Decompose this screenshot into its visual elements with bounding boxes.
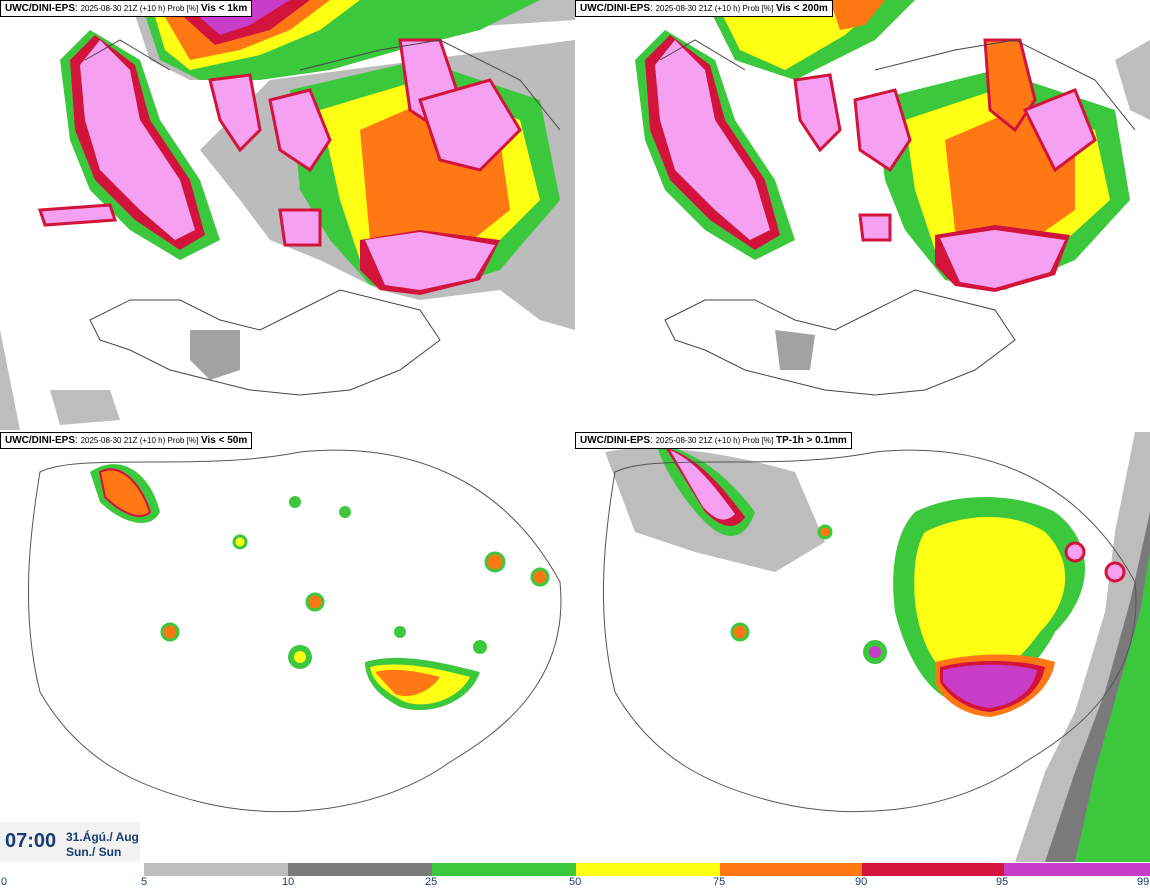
map-vis-200m [635,0,1150,396]
colorbar-tick-50: 50 [569,876,582,888]
colorbar-segment-3 [432,863,576,876]
colorbar-tick-99: 99 [1137,876,1150,888]
colorbar-tick-95: 95 [996,876,1009,888]
panel-title: UWC/DINI-EPS: 2025-08-30 21Z (+10 h) Pro… [575,432,852,449]
valid-date-line1: 31.Ágú./ Aug [66,830,139,844]
colorbar-segment-4 [576,863,720,876]
colorbar-segment-6 [862,863,1004,876]
panel-title: UWC/DINI-EPS: 2025-08-30 21Z (+10 h) Pro… [0,432,253,449]
valid-date-line2: Sun./ Sun [66,845,122,859]
colorbar-segment-1 [144,863,288,876]
panel-title: UWC/DINI-EPS: 2025-08-30 21Z (+10 h) Pro… [0,0,253,17]
colorbar-tick-5: 5 [141,876,148,888]
colorbar-segment-2 [288,863,432,876]
colorbar-segment-7 [1004,863,1150,876]
map-vis-50m [27,449,562,813]
map-panel-vis-1km: UWC/DINI-EPS: 2025-08-30 21Z (+10 h) Pro… [0,0,575,430]
map-panel-tp-1h: UWC/DINI-EPS: 2025-08-30 21Z (+10 h) Pro… [575,432,1150,862]
map-vis-1km [0,0,575,430]
valid-time-box: 07:00 31.Ágú./ Aug Sun./ Sun [0,822,140,862]
panel-title: UWC/DINI-EPS: 2025-08-30 21Z (+10 h) Pro… [575,0,833,17]
colorbar-tick-10: 10 [282,876,295,888]
colorbar-tick-75: 75 [713,876,726,888]
colorbar-tick-90: 90 [855,876,868,888]
colorbar-tick-25: 25 [425,876,438,888]
valid-time: 07:00 [5,830,57,852]
colorbar-tick-0: 0 [1,876,8,888]
map-panel-vis-200m: UWC/DINI-EPS: 2025-08-30 21Z (+10 h) Pro… [575,0,1150,430]
colorbar-segment-5 [720,863,862,876]
map-panel-vis-50m: UWC/DINI-EPS: 2025-08-30 21Z (+10 h) Pro… [0,432,575,862]
map-tp-1h [602,432,1150,862]
valid-date: 31.Ágú./ Aug Sun./ Sun [66,830,139,860]
